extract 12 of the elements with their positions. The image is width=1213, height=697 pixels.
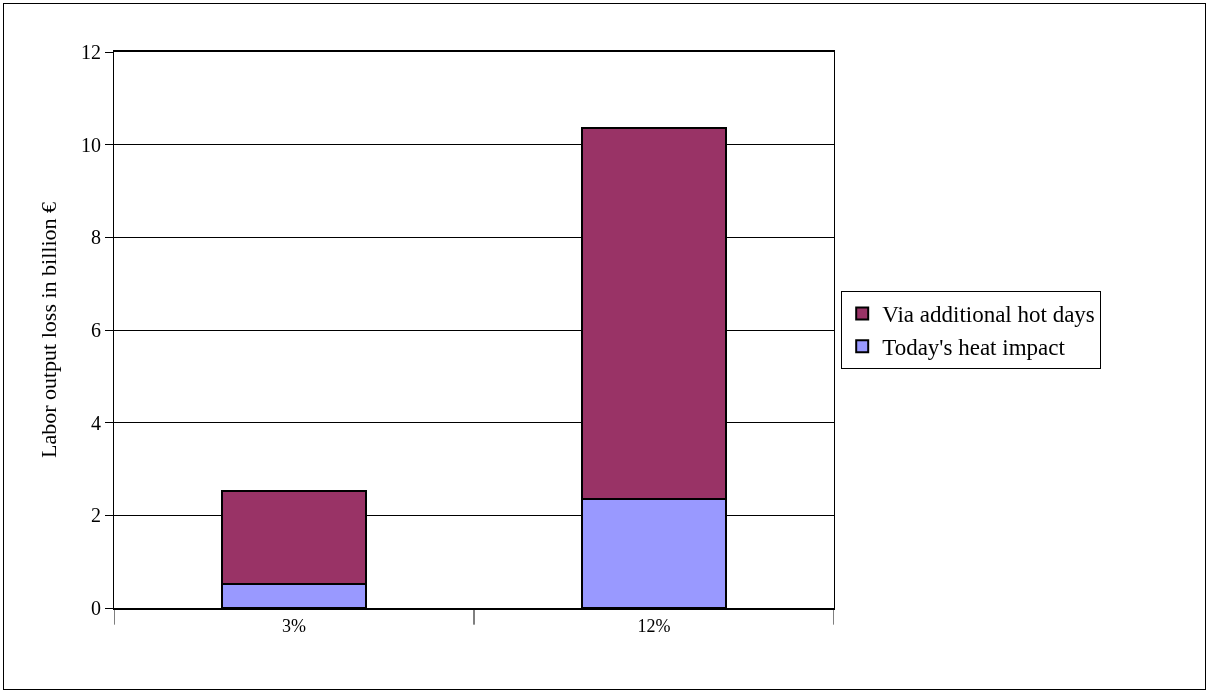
y-tick-label: 4 xyxy=(91,411,101,434)
y-tick-label: 10 xyxy=(81,133,101,156)
y-tick-label: 0 xyxy=(91,597,101,619)
legend-label: Via additional hot days xyxy=(882,302,1095,328)
y-tick-label: 8 xyxy=(91,226,101,249)
x-tick-label: 12% xyxy=(637,615,671,636)
x-tick-label: 3% xyxy=(282,615,306,636)
y-tick-label: 2 xyxy=(91,504,101,527)
y-tick-label: 12 xyxy=(81,41,101,63)
legend-label: Today's heat impact xyxy=(882,335,1066,361)
y-tick-label: 6 xyxy=(91,319,101,341)
y-axis-title: Labor output loss in billion € xyxy=(35,201,61,459)
